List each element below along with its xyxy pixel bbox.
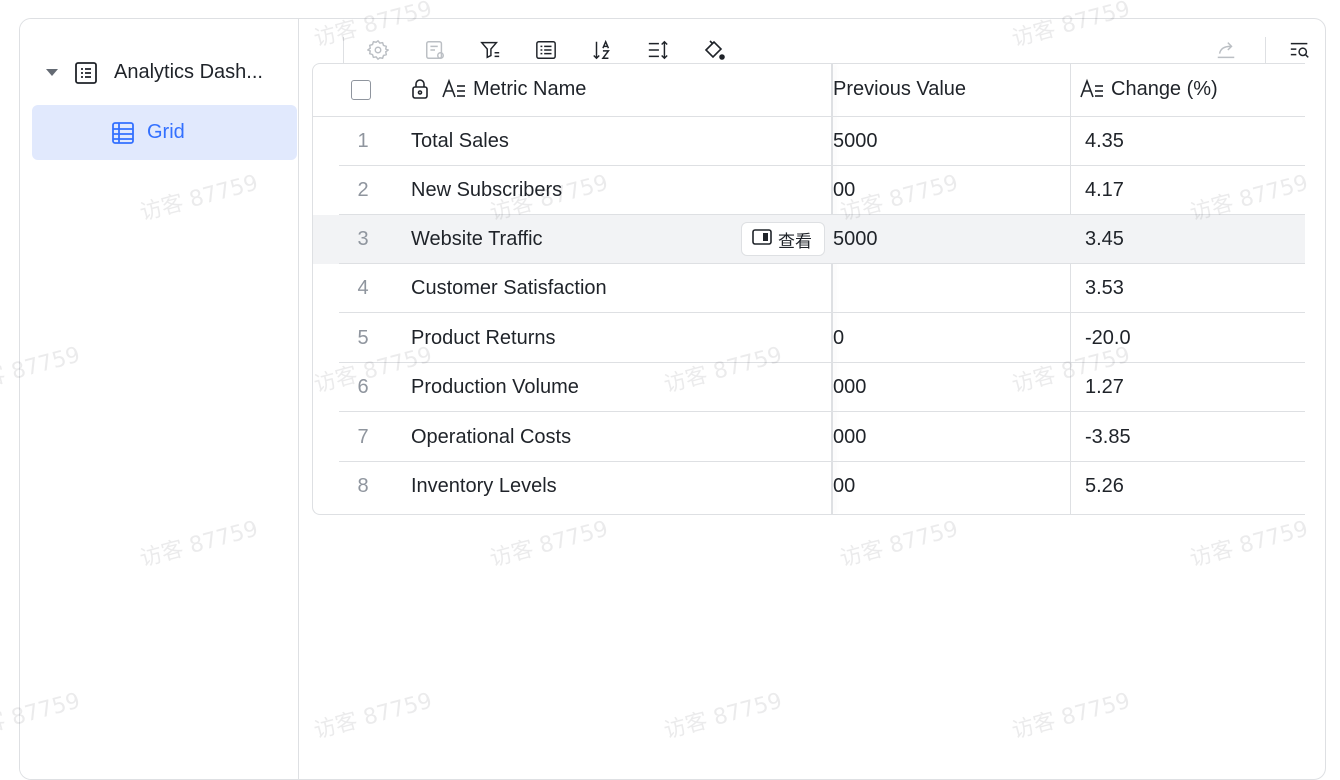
previous-value-cell[interactable]: 00: [833, 179, 856, 201]
data-grid: Metric Name Previous Value Change (%) 1 …: [312, 63, 1305, 515]
previous-value-cell[interactable]: 000: [833, 376, 867, 398]
field-settings-icon[interactable]: [422, 37, 448, 63]
row-divider: [339, 312, 1305, 313]
row-number: 4: [357, 277, 369, 299]
caret-down-icon[interactable]: [46, 69, 58, 76]
metric-name-cell[interactable]: New Subscribers: [411, 179, 563, 201]
metric-name-cell[interactable]: Customer Satisfaction: [411, 277, 607, 299]
view-button-label: 查看: [778, 231, 812, 252]
fill-color-icon[interactable]: [701, 37, 727, 63]
sidebar: Analytics Dash... Grid: [20, 19, 299, 779]
metric-name-cell[interactable]: Total Sales: [411, 130, 509, 152]
row-divider: [339, 362, 1305, 363]
row-divider: [339, 165, 1305, 166]
previous-value-cell[interactable]: 5000: [833, 130, 878, 152]
row-divider: [339, 214, 1305, 215]
table-row[interactable]: 4 Customer Satisfaction 3.53: [313, 264, 1305, 313]
search-records-icon[interactable]: [1287, 37, 1313, 63]
group-list-icon[interactable]: [533, 37, 559, 63]
table-row[interactable]: 8 Inventory Levels 00 5.26: [313, 462, 1305, 511]
grid-view-icon: [111, 121, 135, 150]
change-cell[interactable]: 3.53: [1085, 277, 1124, 299]
table-row[interactable]: 1 Total Sales 5000 4.35: [313, 117, 1305, 166]
change-cell[interactable]: 4.35: [1085, 130, 1124, 152]
toolbar-divider: [343, 37, 344, 63]
row-number: 5: [357, 327, 369, 349]
table-row[interactable]: 2 New Subscribers 00 4.17: [313, 166, 1305, 215]
previous-value-cell[interactable]: 5000: [833, 228, 878, 250]
previous-value-cell[interactable]: 00: [833, 475, 856, 497]
table-row[interactable]: 3 Website Traffic 查看 5000 3.45: [313, 215, 1305, 264]
change-cell[interactable]: 5.26: [1085, 475, 1124, 497]
metric-name-cell[interactable]: Product Returns: [411, 327, 556, 349]
sort-az-icon[interactable]: [589, 37, 615, 63]
expand-panel-icon: [752, 228, 772, 250]
column-header-change[interactable]: Change (%): [1111, 78, 1218, 100]
previous-value-cell[interactable]: 000: [833, 426, 867, 448]
document-icon: [74, 61, 98, 90]
row-number: 2: [357, 179, 369, 201]
share-icon[interactable]: [1213, 37, 1239, 63]
sidebar-root-label: Analytics Dash...: [114, 61, 263, 83]
frozen-column-divider[interactable]: [831, 64, 833, 514]
expand-record-button[interactable]: 查看: [741, 222, 825, 256]
column-header-previous-value[interactable]: Previous Value: [833, 78, 967, 100]
row-number: 6: [357, 376, 369, 398]
change-cell[interactable]: -20.0: [1085, 327, 1131, 349]
sidebar-item-grid[interactable]: Grid: [32, 105, 297, 160]
row-height-icon[interactable]: [645, 37, 671, 63]
text-field-type-icon: [441, 78, 467, 105]
previous-value-cell[interactable]: 0: [833, 327, 845, 349]
row-number: 1: [357, 130, 369, 152]
change-cell[interactable]: -3.85: [1085, 426, 1131, 448]
row-divider: [339, 461, 1305, 462]
settings-gear-icon[interactable]: [365, 37, 391, 63]
sidebar-item-analytics-dashboard[interactable]: Analytics Dash...: [20, 55, 298, 91]
change-cell[interactable]: 3.45: [1085, 228, 1124, 250]
grid-header-row: Metric Name Previous Value Change (%): [313, 64, 1305, 117]
metric-name-cell[interactable]: Inventory Levels: [411, 475, 557, 497]
row-number: 7: [357, 426, 369, 448]
table-row[interactable]: 5 Product Returns 0 -20.0: [313, 314, 1305, 363]
lock-icon: [411, 79, 429, 104]
table-row[interactable]: 7 Operational Costs 000 -3.85: [313, 413, 1305, 462]
column-header-metric-name[interactable]: Metric Name: [473, 78, 587, 100]
row-number: 8: [357, 475, 369, 497]
row-divider: [339, 263, 1305, 264]
row-divider: [339, 411, 1305, 412]
filter-icon[interactable]: [477, 37, 503, 63]
select-all-checkbox[interactable]: [351, 80, 371, 100]
toolbar-divider-right: [1265, 37, 1266, 63]
change-cell[interactable]: 4.17: [1085, 179, 1124, 201]
text-field-type-icon: [1079, 78, 1105, 105]
metric-name-cell[interactable]: Operational Costs: [411, 426, 572, 448]
toolbar: [299, 19, 1325, 81]
metric-name-cell[interactable]: Production Volume: [411, 376, 579, 398]
row-number: 3: [357, 228, 369, 250]
table-row[interactable]: 6 Production Volume 000 1.27: [313, 363, 1305, 412]
metric-name-cell[interactable]: Website Traffic: [411, 228, 543, 250]
change-cell[interactable]: 1.27: [1085, 376, 1124, 398]
column-divider[interactable]: [1070, 64, 1071, 514]
sidebar-child-label: Grid: [147, 121, 185, 143]
